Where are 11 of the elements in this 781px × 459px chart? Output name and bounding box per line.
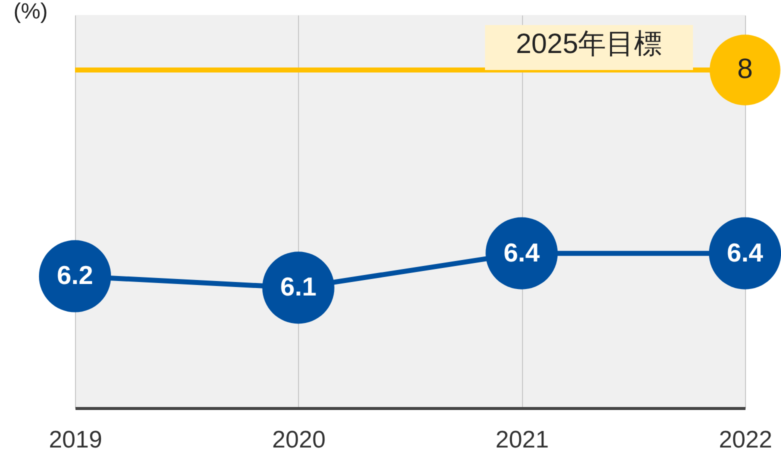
y-axis-title: (%) <box>14 0 48 24</box>
data-label: 6.4 <box>504 237 540 268</box>
annotation: 8 <box>737 52 753 84</box>
x-tick-label: 2019 <box>48 426 102 454</box>
x-tick-label: 2021 <box>495 426 549 454</box>
data-label: 6.1 <box>280 272 316 302</box>
ref-line-label: 2025年目標 <box>516 28 662 59</box>
data-label: 6.2 <box>56 260 94 290</box>
x-tick-label: 2020 <box>272 426 326 454</box>
x-tick-label: 2022 <box>718 426 772 454</box>
data-label: 6.4 <box>726 237 764 268</box>
